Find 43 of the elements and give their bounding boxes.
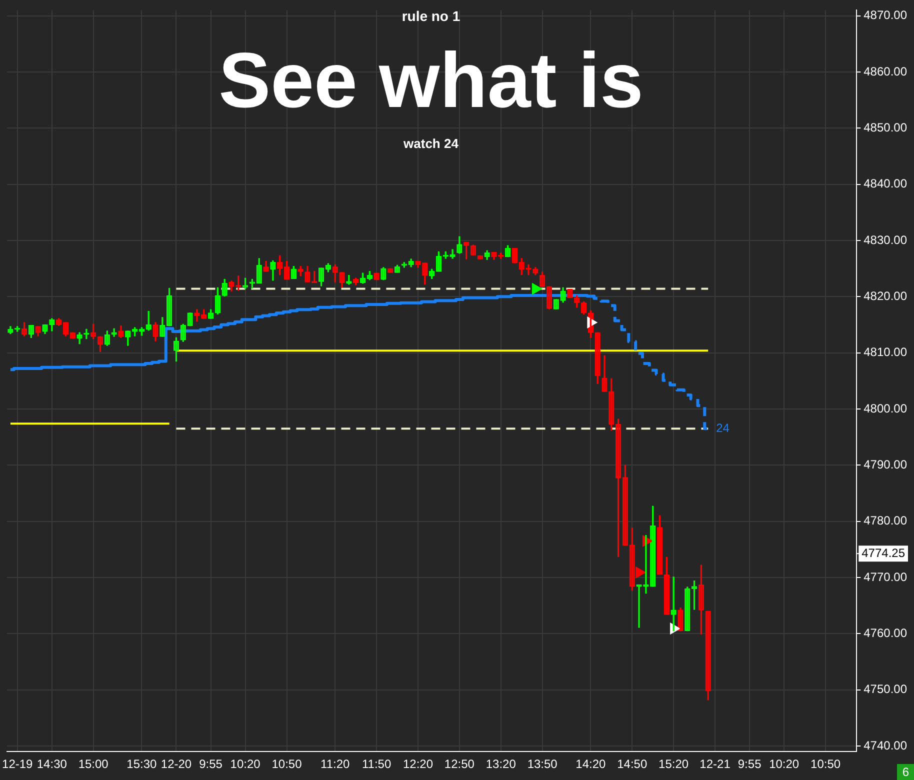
x-tick-label: 9:55 — [199, 757, 223, 772]
annotation: 24 — [716, 420, 730, 435]
y-tick-label: 4780.00 — [864, 514, 908, 528]
point — [532, 283, 542, 294]
y-tick-label: 4800.00 — [864, 401, 908, 416]
x-tick-label: 10:50 — [272, 757, 302, 772]
x-tick-label: 10:20 — [769, 757, 800, 772]
x-tick-label: 15:20 — [658, 757, 689, 772]
chart-title: See what is — [218, 35, 644, 126]
x-tick-label: 10:50 — [810, 757, 841, 772]
x-tick-label: 14:50 — [617, 757, 648, 772]
annotation: rule no 1 — [400, 8, 462, 24]
x-tick-label: 14:20 — [576, 757, 606, 772]
y-tick-label: 4830.00 — [864, 232, 908, 247]
y-tick-label: 4840.00 — [864, 176, 908, 191]
y-tick-label: 4860.00 — [864, 64, 908, 78]
x-tick-label: 15:30 — [126, 757, 158, 772]
x-tick-label: 15:00 — [78, 757, 109, 772]
y-tick-label: 4810.00 — [864, 345, 908, 360]
y-tick-label: 4740.00 — [864, 738, 908, 752]
x-tick-label: 12:20 — [402, 757, 434, 772]
x-tick-label: 12:50 — [444, 757, 475, 772]
x-tick-label: 9:55 — [738, 757, 762, 772]
point — [636, 566, 646, 578]
y-tick-label: 4770.00 — [864, 570, 908, 584]
ref-line-label: 4774.25 — [862, 546, 906, 560]
x-tick-label: 11:50 — [362, 757, 392, 772]
x-tick-label: 12-19 — [2, 757, 34, 772]
y-tick-label: 4760.00 — [864, 626, 908, 640]
y-tick-label: 4870.00 — [864, 8, 908, 22]
y-tick-label: 4750.00 — [864, 682, 908, 696]
text: watch 24 — [402, 136, 460, 151]
y-tick-label: 4850.00 — [864, 120, 908, 134]
x-tick-label: 10:20 — [230, 757, 261, 772]
y-tick-label: 4820.00 — [864, 288, 908, 303]
x-tick-label: 13:20 — [486, 757, 516, 772]
text: 6 — [897, 764, 914, 780]
x-tick-label: 12-21 — [700, 757, 731, 772]
x-tick-label: 14:30 — [36, 757, 68, 772]
x-tick-label: 11:20 — [320, 757, 350, 772]
x-tick-label: 12-20 — [160, 757, 192, 772]
y-tick-label: 4790.00 — [864, 457, 908, 472]
x-tick-label: 13:50 — [527, 757, 558, 772]
